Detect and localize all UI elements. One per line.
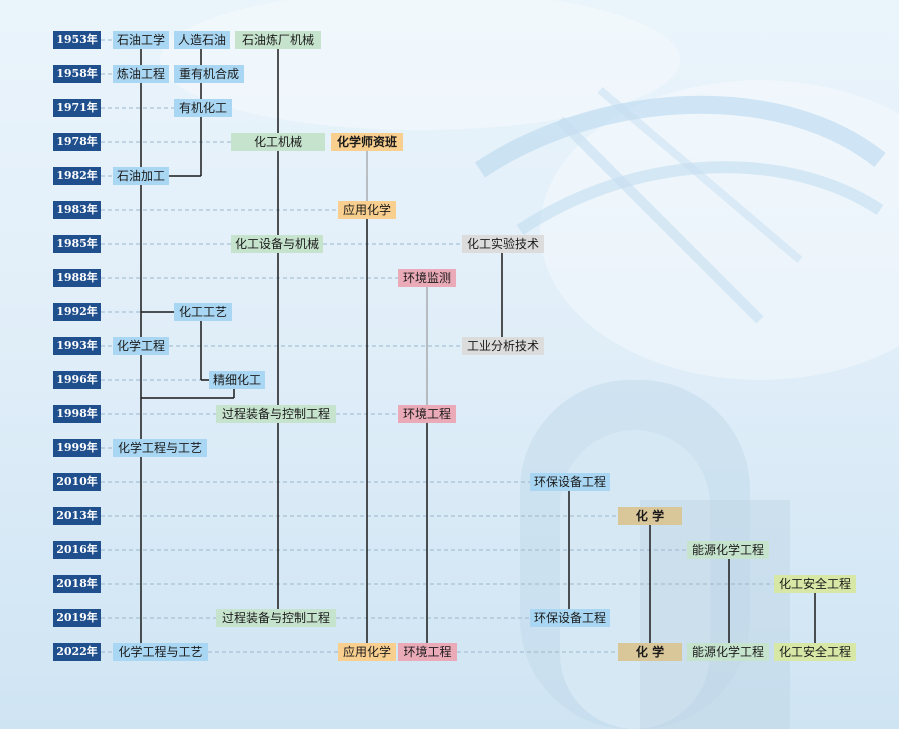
major-box: 过程装备与控制工程 [216,405,336,423]
major-box: 人造石油 [174,31,230,49]
major-box: 环保设备工程 [530,609,610,627]
year-label: 1983年 [53,201,101,219]
major-box: 环境工程 [398,643,457,661]
major-box: 石油炼厂机械 [235,31,321,49]
year-label: 2022年 [53,643,101,661]
major-box: 化工安全工程 [774,643,856,661]
year-label: 2019年 [53,609,101,627]
year-label: 2010年 [53,473,101,491]
major-box: 重有机合成 [174,65,244,83]
major-box: 炼油工程 [113,65,169,83]
major-box: 化学工程与工艺 [113,643,208,661]
major-box: 化学工程 [113,337,169,355]
major-box: 化 学 [618,507,682,525]
major-box: 工业分析技术 [462,337,544,355]
year-label: 1992年 [53,303,101,321]
year-label: 1996年 [53,371,101,389]
year-label: 1971年 [53,99,101,117]
major-box: 有机化工 [174,99,232,117]
year-guide-lines [101,39,774,653]
major-box: 石油工学 [113,31,169,49]
major-box: 能源化学工程 [687,643,769,661]
major-box: 应用化学 [338,201,396,219]
major-box: 化工实验技术 [462,235,544,253]
major-box: 环保设备工程 [530,473,610,491]
year-label: 1958年 [53,65,101,83]
major-box: 化学工程与工艺 [113,439,207,457]
year-label: 1953年 [53,31,101,49]
major-box: 精细化工 [209,371,265,389]
major-box: 化工工艺 [174,303,232,321]
year-label: 1982年 [53,167,101,185]
year-label: 2013年 [53,507,101,525]
major-box: 环境工程 [398,405,456,423]
major-box: 应用化学 [338,643,396,661]
major-box: 过程装备与控制工程 [216,609,336,627]
major-box: 化工设备与机械 [231,235,323,253]
major-box: 化工机械 [231,133,325,151]
year-label: 1988年 [53,269,101,287]
major-box: 化工安全工程 [774,575,856,593]
year-label: 1999年 [53,439,101,457]
major-box: 化 学 [618,643,682,661]
year-label: 2018年 [53,575,101,593]
year-label: 1985年 [53,235,101,253]
major-box: 能源化学工程 [687,541,769,559]
major-box: 化学师资班 [331,133,403,151]
year-label: 2016年 [53,541,101,559]
year-label: 1978年 [53,133,101,151]
major-box: 环境监测 [398,269,456,287]
year-label: 1998年 [53,405,101,423]
year-label: 1993年 [53,337,101,355]
major-box: 石油加工 [113,167,169,185]
